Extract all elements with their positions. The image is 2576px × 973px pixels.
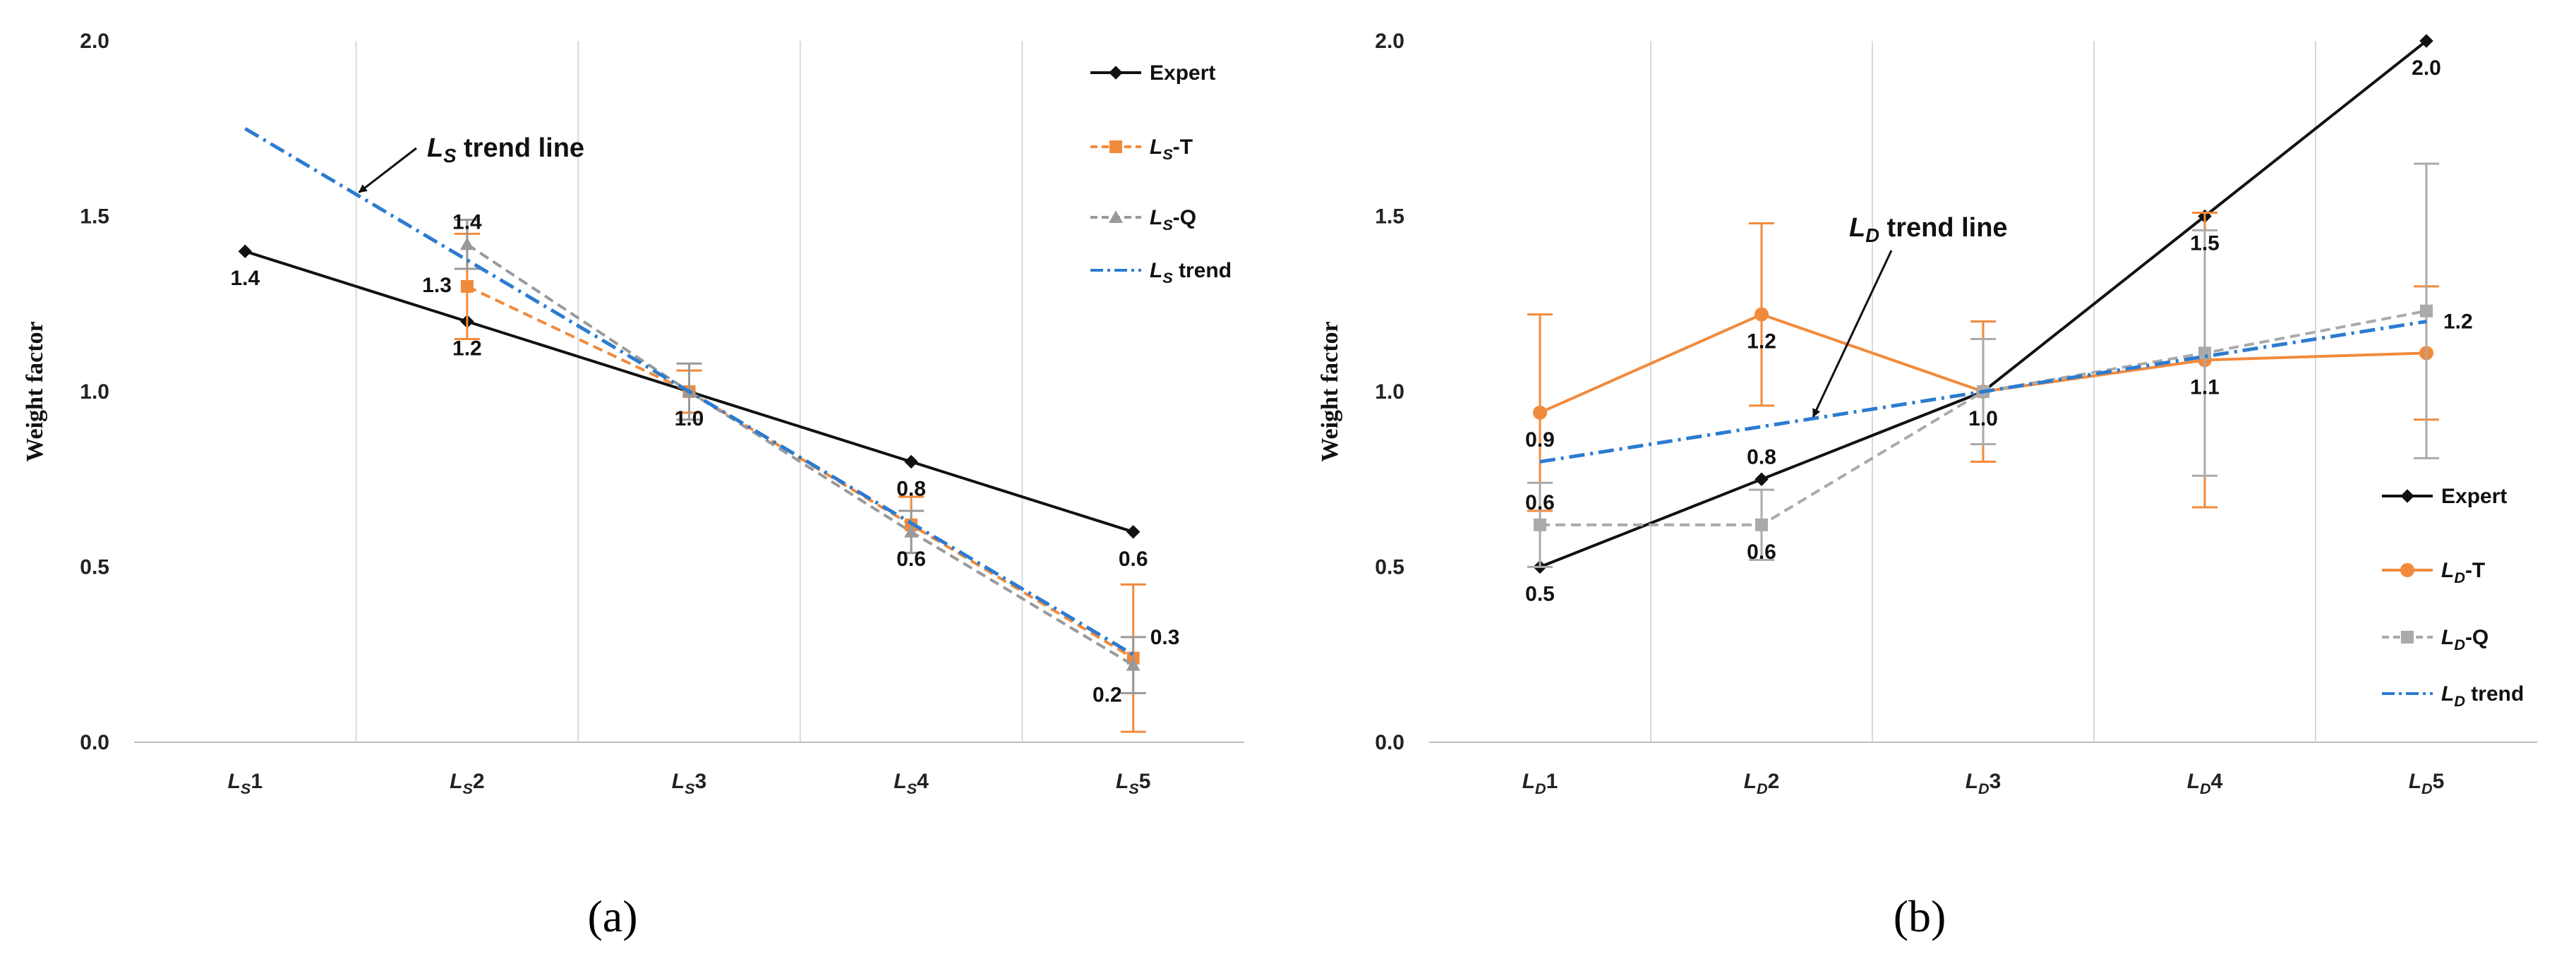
- annotation-trend-line: LS trend line: [427, 133, 584, 167]
- data-label: 0.6: [1747, 540, 1776, 564]
- data-point-expert: [238, 244, 253, 258]
- data-point-expert: [2419, 34, 2433, 48]
- data-label: 1.2: [1747, 330, 1776, 353]
- legend-marker-t: [1109, 140, 1122, 153]
- x-tick-label: LS1: [228, 770, 263, 797]
- series-expert: [1533, 34, 2433, 574]
- data-point-t: [460, 279, 474, 293]
- data-label: 1.3: [422, 274, 452, 297]
- annotation-arrow: [358, 147, 417, 193]
- data-point-expert: [904, 454, 918, 469]
- series-line-trend: [244, 127, 1134, 656]
- data-label: 0.8: [1747, 445, 1776, 469]
- panel-label-a: (a): [587, 891, 637, 941]
- data-label: 1.2: [2443, 310, 2473, 334]
- data-label: 1.0: [675, 407, 704, 430]
- data-point-q: [2420, 304, 2433, 318]
- series-line-q: [1540, 309, 2427, 526]
- y-axis-title: Weight factor: [22, 321, 48, 461]
- series-line-trend: [1539, 320, 2427, 464]
- data-point-q: [1755, 518, 1768, 531]
- data-point-q: [2198, 346, 2211, 360]
- panel-label-b: (b): [1894, 891, 1946, 941]
- y-axis-title: Weight factor: [1317, 321, 1343, 461]
- legend-label-expert: Expert: [2441, 485, 2507, 508]
- legend-marker-q: [1109, 210, 1123, 223]
- data-label: 0.5: [1525, 583, 1555, 606]
- data-label: 0.6: [896, 548, 926, 571]
- series-line-q: [466, 243, 1134, 667]
- data-label: 1.4: [230, 267, 260, 290]
- y-tick-label: 1.5: [1375, 205, 1404, 229]
- legend-label-trend: LD trend: [2441, 682, 2524, 710]
- legend-label-expert: Expert: [1150, 61, 1215, 85]
- legend-label-t: LS-T: [1150, 135, 1193, 163]
- data-point-q: [1126, 658, 1140, 671]
- data-label: 2.0: [2412, 56, 2441, 80]
- series-trend: [1539, 320, 2427, 464]
- data-label: 0.8: [896, 477, 926, 500]
- data-label: 1.4: [452, 210, 482, 234]
- legend-item-expert: Expert: [2382, 485, 2507, 508]
- data-point-q: [459, 237, 474, 250]
- chart-panel-a: 0.0 0.5 1.0 1.5 2.0 Weight factor LS1 LS2 LS3 LS4…: [22, 30, 1244, 797]
- series-q: [454, 218, 1146, 694]
- y-tick-label: 0.5: [80, 556, 109, 579]
- data-point-q: [904, 524, 919, 538]
- legend-item-q: LD-Q: [2382, 626, 2488, 653]
- y-tick-label: 2.0: [80, 30, 109, 53]
- data-label: 0.9: [1525, 428, 1555, 452]
- legend-label-trend: LS trend: [1150, 259, 1232, 286]
- y-tick-label: 2.0: [1375, 30, 1404, 53]
- x-tick-label: LD3: [1966, 770, 2002, 797]
- legend-item-t: LD-T: [2382, 559, 2485, 586]
- y-tick-label: 1.0: [80, 380, 109, 404]
- y-tick-label: 1.0: [1375, 380, 1404, 404]
- data-label: 0.6: [1119, 548, 1148, 571]
- y-tick-label: 0.0: [80, 731, 109, 754]
- legend-item-trend: LS trend: [1090, 259, 1232, 286]
- y-tick-label: 1.5: [80, 205, 109, 229]
- x-tick-label: LD1: [1522, 770, 1558, 797]
- data-point-expert: [1126, 525, 1140, 539]
- legend-marker-expert: [1109, 66, 1123, 80]
- legend-label-t: LD-T: [2441, 559, 2485, 586]
- legend-marker-t: [2400, 563, 2414, 577]
- data-label: 0.3: [1150, 626, 1180, 649]
- x-tick-label: LS5: [1116, 770, 1150, 797]
- x-tick-label: LS4: [893, 770, 929, 797]
- legend-item-expert: Expert: [1090, 61, 1215, 85]
- x-tick-label: LS2: [450, 770, 484, 797]
- legend-item-t: LS-T: [1090, 135, 1193, 163]
- x-tick-label: LD5: [2409, 770, 2445, 797]
- data-label: 1.5: [2190, 232, 2220, 255]
- data-point-t: [1755, 307, 1769, 322]
- data-label: 0.6: [1525, 491, 1555, 514]
- x-tick-label: LS3: [672, 770, 706, 797]
- series-trend: [244, 127, 1134, 656]
- legend-label-q: LS-Q: [1150, 206, 1196, 234]
- legend-label-q: LD-Q: [2441, 626, 2488, 653]
- x-tick-label: LD2: [1744, 770, 1780, 797]
- data-label: 1.2: [452, 337, 482, 361]
- legend-item-q: LS-Q: [1090, 206, 1196, 234]
- data-point-t: [1533, 405, 1547, 420]
- legend-marker-expert: [2400, 489, 2414, 503]
- chart-panel-b: 0.0 0.5 1.0 1.5 2.0 Weight factor LD1 LD2 LD3 LD4…: [1317, 30, 2537, 797]
- data-label: 1.0: [1968, 407, 1998, 430]
- data-point-expert: [1755, 472, 1769, 486]
- legend-item-trend: LD trend: [2382, 682, 2524, 710]
- y-tick-label: 0.5: [1375, 556, 1404, 579]
- data-label: 1.1: [2190, 375, 2220, 399]
- data-label: 0.2: [1093, 684, 1122, 707]
- series-line-expert: [1539, 40, 2428, 569]
- annotation-trend-line: LD trend line: [1849, 213, 2008, 246]
- data-point-q: [1534, 518, 1546, 531]
- annotation-arrow: [1812, 250, 1893, 418]
- x-tick-label: LD4: [2187, 770, 2223, 797]
- y-tick-label: 0.0: [1375, 731, 1404, 754]
- legend-marker-q: [2401, 631, 2414, 643]
